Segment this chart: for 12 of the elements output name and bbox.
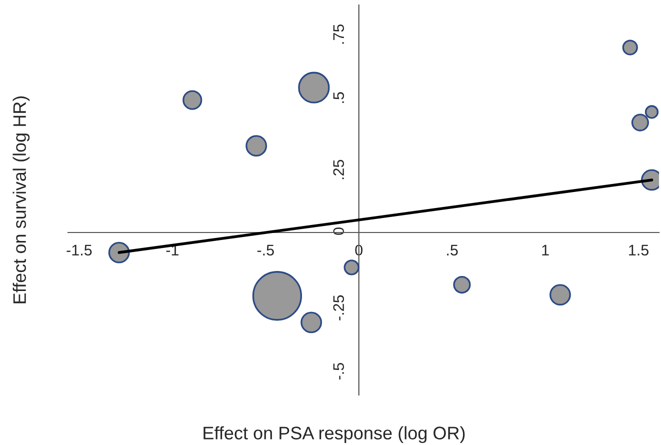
y-axis-title: Effect on survival (log HR) [12, 96, 30, 304]
x-tick-label: -.5 [257, 244, 274, 256]
x-tick-label: 1 [542, 244, 549, 256]
x-tick-label: 1.5 [629, 244, 648, 256]
y-tick-label: .75 [333, 24, 344, 44]
y-tick-label: .25 [333, 160, 344, 180]
x-tick-label: .5 [447, 244, 458, 256]
y-tick-label: .5 [333, 92, 344, 103]
y-tick-label: -.25 [333, 295, 344, 320]
x-axis-title: Effect on PSA response (log OR) [204, 426, 465, 444]
y-tick-label: -.5 [333, 363, 344, 380]
x-tick-label: -1.5 [66, 244, 92, 256]
